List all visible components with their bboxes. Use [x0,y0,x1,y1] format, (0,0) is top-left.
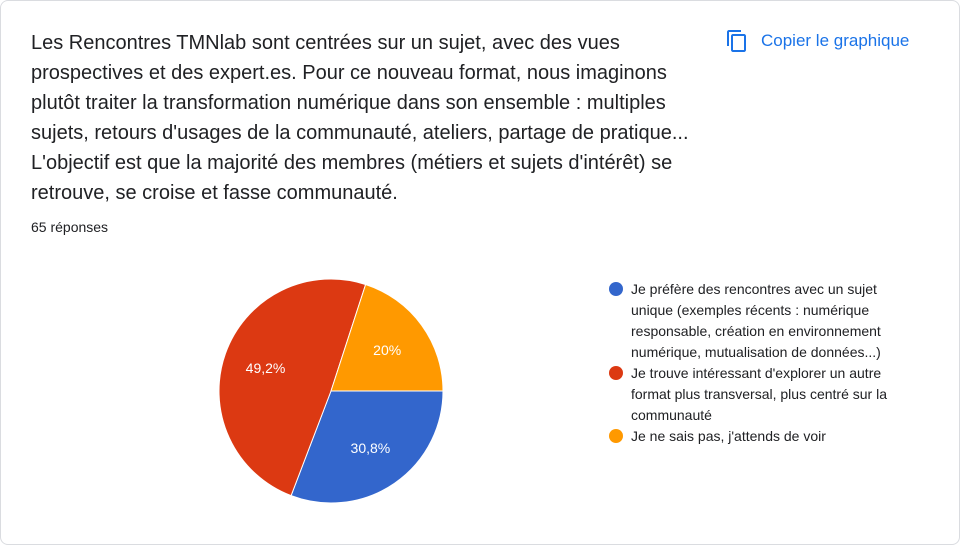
pie-slice-1[interactable] [290,390,444,504]
legend-label: Je ne sais pas, j'attends de voir [631,428,826,444]
legend-swatch [609,429,623,443]
response-count: 65 réponses [31,219,109,235]
pie-chart: 30,8% 49,2% 20% [218,278,444,504]
question-text: Les Rencontres TMNlab sont centrées sur … [31,32,689,204]
pie-slice-2[interactable] [218,278,367,497]
pie-slice-3[interactable] [330,283,444,392]
copy-chart-label: Copier le graphique [761,31,910,50]
legend-item-1[interactable]: Je préfère des rencontres avec un sujet … [609,279,909,363]
pie-slice-label-2: 49,2% [246,360,286,376]
legend-label: Je préfère des rencontres avec un sujet … [631,281,881,360]
pie-slice-label-3: 20% [373,342,401,358]
copy-chart-button[interactable]: Copier le graphique [717,21,917,61]
legend-item-2[interactable]: Je trouve intéressant d'explorer un autr… [609,363,909,426]
chart-legend: Je préfère des rencontres avec un sujet … [609,279,909,447]
pie-slice-label-1: 30,8% [351,440,391,456]
legend-label: Je trouve intéressant d'explorer un autr… [631,365,887,423]
copy-icon [727,30,746,52]
legend-swatch [609,282,623,296]
legend-swatch [609,366,623,380]
legend-item-3[interactable]: Je ne sais pas, j'attends de voir [609,426,909,447]
